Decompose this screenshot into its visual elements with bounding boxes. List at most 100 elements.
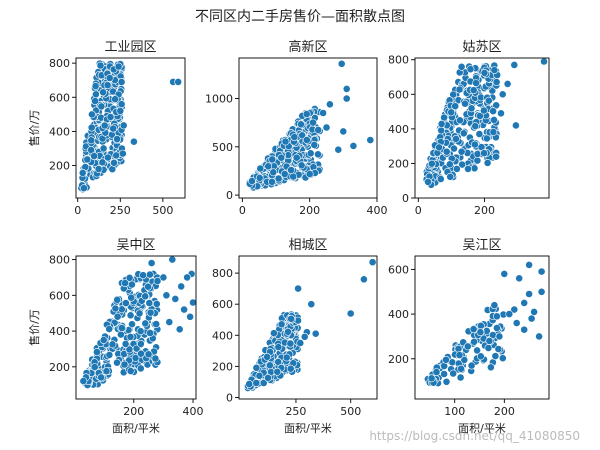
scatter-point	[78, 168, 87, 177]
scatter-point	[287, 314, 295, 323]
figure-suptitle: 不同区内二手房售价—面积散点图	[195, 9, 405, 25]
scatter-point	[177, 282, 186, 291]
scatter-point	[314, 150, 322, 159]
scatter-point	[457, 62, 466, 71]
scatter-point	[294, 284, 302, 293]
x-tick-label: 250	[285, 405, 306, 418]
scatter-point	[452, 134, 460, 143]
scatter-point	[307, 300, 316, 309]
y-axis-label: 售价/万	[27, 309, 41, 346]
scatter-point	[273, 367, 282, 376]
axes-frame	[238, 255, 378, 400]
scatter-point	[93, 348, 101, 356]
x-tick-label: 0	[415, 204, 422, 217]
scatter-point	[325, 100, 334, 109]
scatter-point	[520, 298, 529, 307]
scatter-point	[104, 153, 112, 162]
scatter-point	[442, 355, 450, 364]
y-tick-label: 600	[49, 91, 70, 104]
scatter-point	[472, 79, 480, 87]
scatter-point	[269, 329, 278, 338]
scatter-point	[136, 339, 145, 348]
scatter-point	[442, 377, 451, 386]
scatter-point	[442, 147, 451, 156]
scatter-point	[475, 130, 484, 138]
scatter-point	[452, 164, 461, 173]
scatter-point	[489, 128, 498, 136]
scatter-point	[146, 308, 155, 317]
scatter-points-5	[243, 258, 377, 392]
scatter-point	[116, 107, 125, 115]
scatter-point	[117, 305, 126, 314]
scatter-point	[446, 172, 455, 181]
scatter-point	[480, 149, 488, 158]
scatter-point	[289, 172, 298, 181]
scatter-point	[117, 330, 125, 339]
scatter-point	[186, 312, 194, 321]
scatter-point	[280, 170, 289, 178]
scatter-point	[269, 168, 278, 177]
scatter-point	[461, 99, 469, 108]
scatter-point	[510, 305, 519, 314]
scatter-point	[470, 140, 479, 149]
scatter-point	[268, 155, 277, 164]
scatter-point	[476, 321, 485, 330]
scatter-point	[510, 61, 519, 69]
scatter-point	[183, 273, 191, 282]
scatter-point	[114, 62, 123, 71]
scatter-point	[479, 106, 488, 115]
scatter-point	[256, 164, 265, 173]
scatter-point	[274, 343, 283, 351]
scatter-point	[485, 336, 494, 345]
y-tick-label: 500	[212, 141, 233, 154]
axes-frame	[414, 255, 550, 400]
scatter-point	[100, 121, 109, 130]
x-tick-label: 400	[367, 204, 388, 217]
y-tick-label: 400	[388, 123, 409, 136]
scatter-point	[141, 292, 150, 301]
scatter-point	[346, 309, 355, 318]
scatter-point	[297, 161, 306, 170]
scatter-point	[484, 96, 493, 105]
scatter-point	[339, 127, 348, 136]
scatter-point	[248, 177, 256, 185]
y-tick-label: 0	[226, 189, 233, 202]
scatter-point	[435, 143, 443, 152]
scatter-point	[457, 147, 466, 156]
scatter-point	[492, 324, 501, 332]
scatter-point	[342, 85, 351, 93]
axes-frame	[75, 255, 197, 400]
scatter-point	[118, 149, 127, 158]
scatter-point	[263, 352, 271, 361]
scatter-point	[80, 184, 88, 193]
scatter-point	[297, 120, 305, 129]
scatter-point	[265, 361, 274, 370]
scatter-point	[286, 364, 295, 373]
scatter-point	[117, 100, 126, 109]
scatter-point	[146, 329, 154, 337]
scatter-point	[274, 174, 283, 183]
scatter-point	[119, 121, 128, 130]
y-tick-label: 200	[49, 160, 70, 173]
scatter-point	[480, 69, 489, 77]
scatter-point	[111, 304, 120, 313]
scatter-point	[290, 133, 299, 141]
scatter-point	[459, 129, 468, 138]
scatter-point	[492, 312, 501, 321]
scatter-point	[503, 80, 512, 88]
scatter-point	[490, 116, 498, 124]
scatter-point	[527, 314, 536, 323]
scatter-point	[109, 124, 118, 133]
scatter-point	[471, 122, 480, 131]
y-tick-label: 200	[212, 360, 233, 373]
scatter-point	[455, 116, 464, 125]
scatter-point	[175, 325, 184, 334]
scatter-point	[463, 342, 472, 351]
scatter-point	[281, 137, 290, 146]
scatter-point	[127, 280, 136, 289]
scatter-point	[322, 123, 331, 132]
scatter-point	[298, 131, 307, 140]
